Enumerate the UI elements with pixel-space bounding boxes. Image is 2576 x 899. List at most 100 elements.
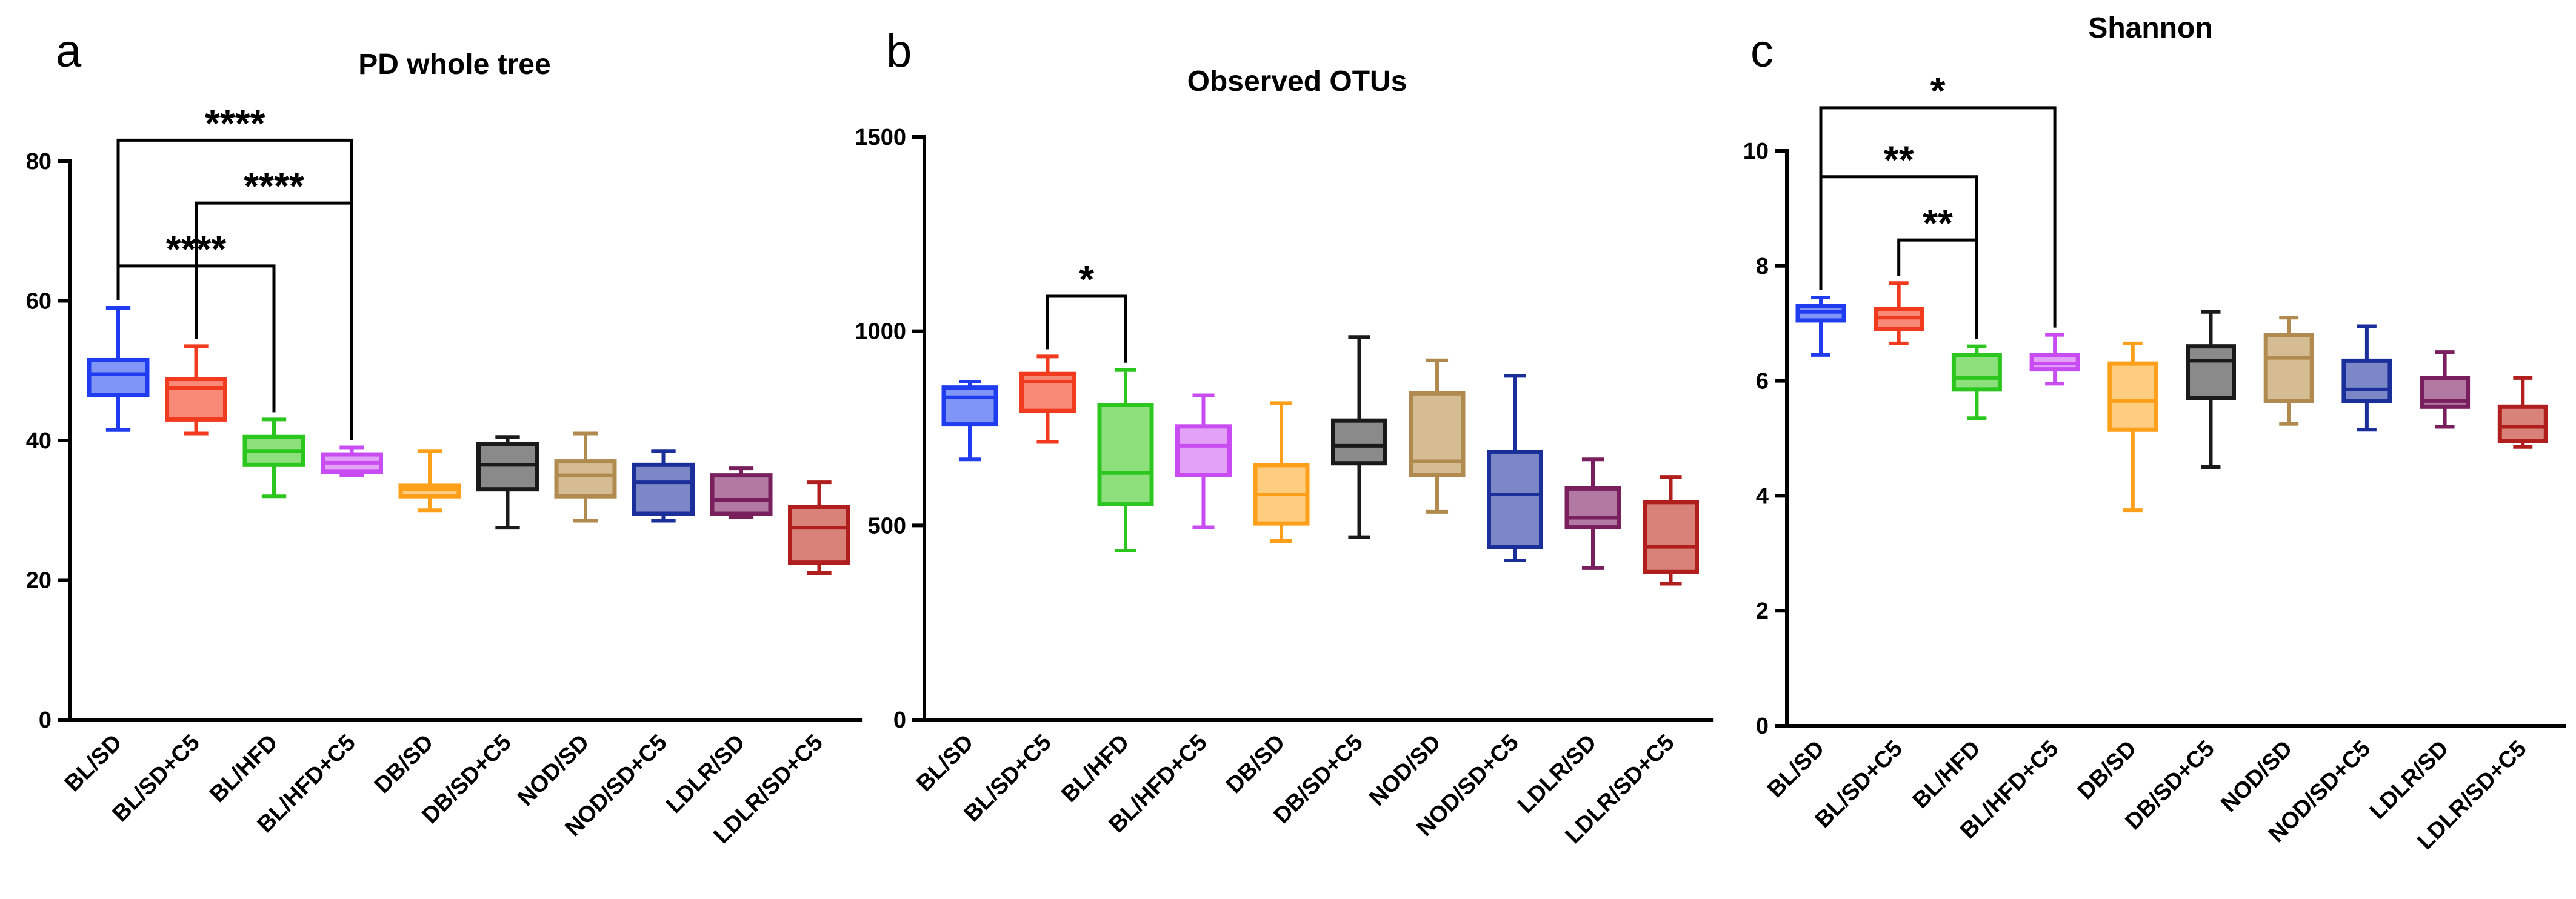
category-label: BL/SD (912, 730, 978, 797)
y-tick-label: 6 (1756, 369, 1769, 394)
panel-b: b Observed OTUs 050010001500BL/SDBL/SD+C… (855, 25, 1714, 849)
bracket-line (1897, 238, 1978, 339)
y-tick-label: 1500 (855, 125, 906, 150)
y-tick-label: 500 (868, 513, 906, 539)
box-1 (1795, 295, 1846, 357)
box-iqr (2186, 344, 2236, 400)
category-label: BL/HFD (205, 730, 282, 808)
box-10 (1643, 475, 1699, 586)
box-9 (2420, 350, 2471, 429)
category-label: BL/HFD (1908, 736, 1986, 814)
panel-a-title: PD whole tree (358, 48, 550, 81)
panel-letter-b: b (886, 25, 912, 77)
box-iqr (2341, 358, 2392, 403)
y-tick-label: 40 (26, 428, 52, 454)
box-5 (398, 449, 461, 513)
box-iqr (941, 385, 998, 427)
box-iqr (1019, 371, 1076, 413)
significance-label: **** (166, 227, 227, 271)
significance-label: * (1079, 257, 1094, 301)
significance-bracket: **** (116, 101, 353, 440)
significance-bracket: **** (116, 227, 276, 413)
box-iqr (788, 504, 850, 565)
category-label: DB/SD (2073, 736, 2141, 804)
significance-label: * (1930, 69, 1946, 113)
box-iqr (632, 462, 695, 516)
box-2 (165, 344, 227, 436)
box-iqr (1175, 424, 1232, 477)
box-iqr (1643, 500, 1699, 574)
box-9 (1564, 457, 1621, 570)
significance-bracket: * (1046, 257, 1127, 363)
y-tick-label: 60 (26, 289, 52, 314)
panel-c-title: Shannon (2088, 12, 2212, 44)
bracket-line (195, 201, 353, 440)
significance-bracket: **** (195, 164, 353, 440)
box-1 (941, 380, 998, 462)
box-10 (2497, 376, 2548, 449)
box-2 (1874, 281, 1924, 345)
box-iqr (87, 357, 150, 397)
significance-label: **** (244, 164, 304, 208)
box-4 (2029, 333, 2080, 386)
box-7 (1409, 358, 1466, 514)
box-3 (242, 417, 305, 499)
box-8 (2341, 324, 2392, 432)
significance-label: ** (1923, 201, 1953, 245)
box-iqr (1331, 418, 1387, 466)
category-label: BL/SD (1763, 736, 1829, 803)
y-tick-label: 0 (39, 708, 52, 733)
panel-b-title: Observed OTUs (1187, 65, 1407, 98)
y-tick-label: 80 (26, 149, 52, 174)
significance-label: ** (1884, 138, 1914, 182)
box-iqr (1097, 403, 1154, 506)
category-label: NOD/SD (513, 730, 594, 811)
box-iqr (2107, 361, 2158, 432)
box-iqr (710, 473, 773, 516)
y-tick-label: 2 (1756, 599, 1769, 624)
box-8 (632, 449, 695, 523)
y-tick-label: 1000 (855, 319, 906, 345)
y-tick-label: 10 (1743, 139, 1769, 164)
y-tick-label: 0 (893, 708, 906, 733)
box-3 (1097, 368, 1154, 553)
box-1 (87, 306, 150, 432)
category-label: NOD/SD (2216, 736, 2297, 817)
y-tick-label: 20 (26, 568, 52, 594)
box-4 (321, 445, 383, 477)
box-6 (1331, 335, 1387, 539)
box-5 (1253, 401, 1310, 543)
box-6 (476, 435, 539, 530)
significance-bracket: * (1819, 69, 2057, 328)
box-7 (554, 431, 617, 523)
significance-bracket: ** (1897, 201, 1978, 339)
box-2 (1019, 354, 1076, 444)
box-iqr (554, 459, 617, 499)
panel-letter-a: a (56, 25, 82, 77)
box-4 (1175, 393, 1232, 529)
box-iqr (2497, 404, 2548, 443)
box-iqr (2263, 333, 2314, 403)
category-label: DB/SD (370, 730, 438, 798)
significance-label: **** (205, 101, 265, 145)
box-3 (1951, 344, 2002, 420)
box-iqr (1564, 486, 1621, 530)
box-6 (2186, 310, 2236, 469)
box-iqr (1951, 353, 2002, 392)
bracket-line (116, 138, 353, 440)
bracket-line (116, 264, 276, 413)
y-tick-label: 8 (1756, 254, 1769, 279)
box-10 (788, 480, 850, 575)
y-tick-label: 0 (1756, 714, 1769, 739)
box-7 (2263, 316, 2314, 426)
box-5 (2107, 341, 2158, 513)
category-label: NOD/SD (1364, 730, 1446, 811)
category-label: DB/SD (1221, 730, 1290, 798)
category-label: BL/SD (60, 730, 127, 797)
panel-letter-c: c (1750, 25, 1774, 77)
